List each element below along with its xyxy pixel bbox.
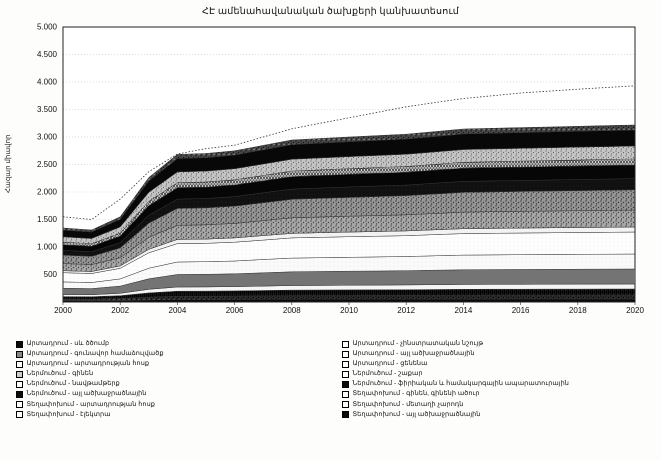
svg-text:2004: 2004 (169, 306, 187, 315)
svg-text:2008: 2008 (283, 306, 301, 315)
svg-text:5.000: 5.000 (37, 23, 58, 32)
svg-text:1.000: 1.000 (37, 243, 58, 252)
svg-text:2012: 2012 (397, 306, 415, 315)
svg-text:2002: 2002 (111, 306, 129, 315)
svg-text:2014: 2014 (455, 306, 473, 315)
svg-text:2000: 2000 (54, 306, 72, 315)
svg-text:3.000: 3.000 (37, 133, 58, 142)
svg-text:2.500: 2.500 (37, 160, 58, 169)
svg-text:2.000: 2.000 (37, 188, 58, 197)
svg-text:2018: 2018 (569, 306, 587, 315)
svg-text:2006: 2006 (226, 306, 244, 315)
svg-text:2020: 2020 (626, 306, 644, 315)
svg-text:4.000: 4.000 (37, 78, 58, 87)
svg-text:500: 500 (44, 270, 58, 279)
svg-text:2010: 2010 (340, 306, 358, 315)
svg-text:1.500: 1.500 (37, 215, 58, 224)
svg-text:3.500: 3.500 (37, 105, 58, 114)
svg-text:2016: 2016 (512, 306, 530, 315)
svg-text:4.500: 4.500 (37, 50, 58, 59)
